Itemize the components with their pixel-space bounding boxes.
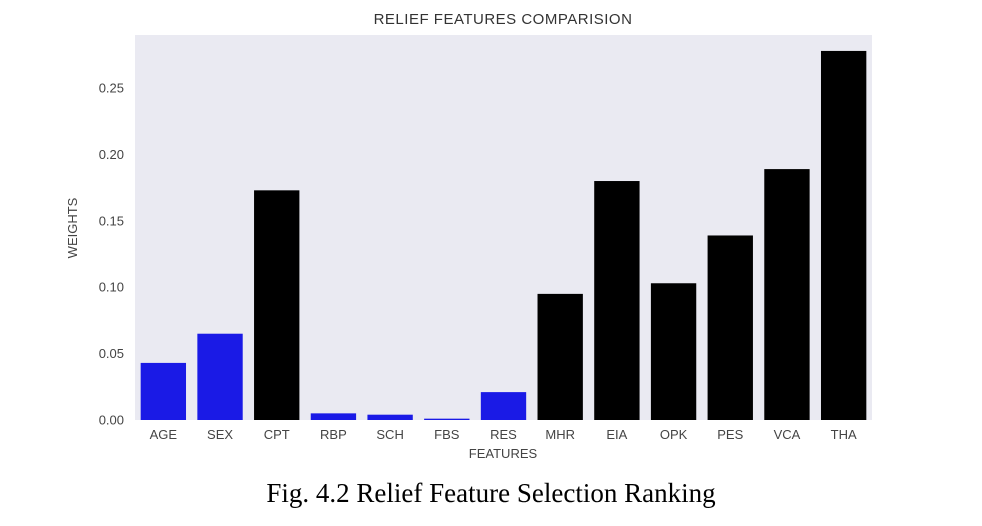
y-tick-label: 0.10 [99, 280, 124, 295]
plot-area [135, 35, 872, 420]
y-tick-label: 0.25 [99, 81, 124, 96]
y-tick-label: 0.05 [99, 346, 124, 361]
bar-chart: RELIEF FEATURES COMPARISION 0.00 0.05 0.10… [65, 11, 872, 461]
bar-sch [367, 414, 413, 420]
y-tick-label: 0.20 [99, 147, 124, 162]
x-tick-label: MHR [545, 427, 575, 442]
bar-vca [764, 169, 810, 420]
x-tick-label: AGE [150, 427, 178, 442]
x-tick-label: RES [490, 427, 517, 442]
x-tick-label: CPT [264, 427, 290, 442]
bar-pes [707, 235, 753, 420]
bar-opk [650, 283, 697, 420]
bar-cpt [254, 190, 300, 420]
x-tick-label: SCH [376, 427, 403, 442]
x-tick-label: SEX [207, 427, 233, 442]
x-tick-label: RBP [320, 427, 347, 442]
bar-fbs [424, 418, 470, 420]
y-tick-label: 0.00 [99, 413, 124, 428]
bar-res [480, 392, 527, 420]
x-tick-label: OPK [660, 427, 688, 442]
bar-tha [820, 50, 867, 421]
y-axis-label: WEIGHTS [65, 197, 80, 258]
x-axis-label: FEATURES [469, 446, 538, 461]
x-tick-label: EIA [606, 427, 627, 442]
bar-eia [594, 181, 640, 420]
bar-sex [197, 333, 243, 420]
x-tick-label: FBS [434, 427, 460, 442]
x-tick-label: VCA [774, 427, 801, 442]
x-tick-label: THA [831, 427, 857, 442]
x-tick-label: PES [717, 427, 743, 442]
y-tick-label: 0.15 [99, 213, 124, 228]
bar-age [140, 362, 187, 420]
chart-title: RELIEF FEATURES COMPARISION [374, 11, 633, 28]
figure-caption: Fig. 4.2 Relief Feature Selection Rankin… [266, 478, 716, 508]
bar-mhr [537, 293, 583, 420]
bar-rbp [310, 413, 357, 420]
